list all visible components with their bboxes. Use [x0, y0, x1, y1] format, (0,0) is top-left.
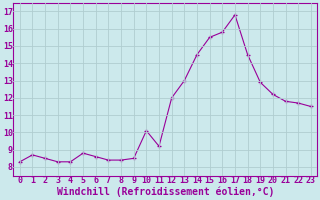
X-axis label: Windchill (Refroidissement éolien,°C): Windchill (Refroidissement éolien,°C) — [57, 187, 274, 197]
